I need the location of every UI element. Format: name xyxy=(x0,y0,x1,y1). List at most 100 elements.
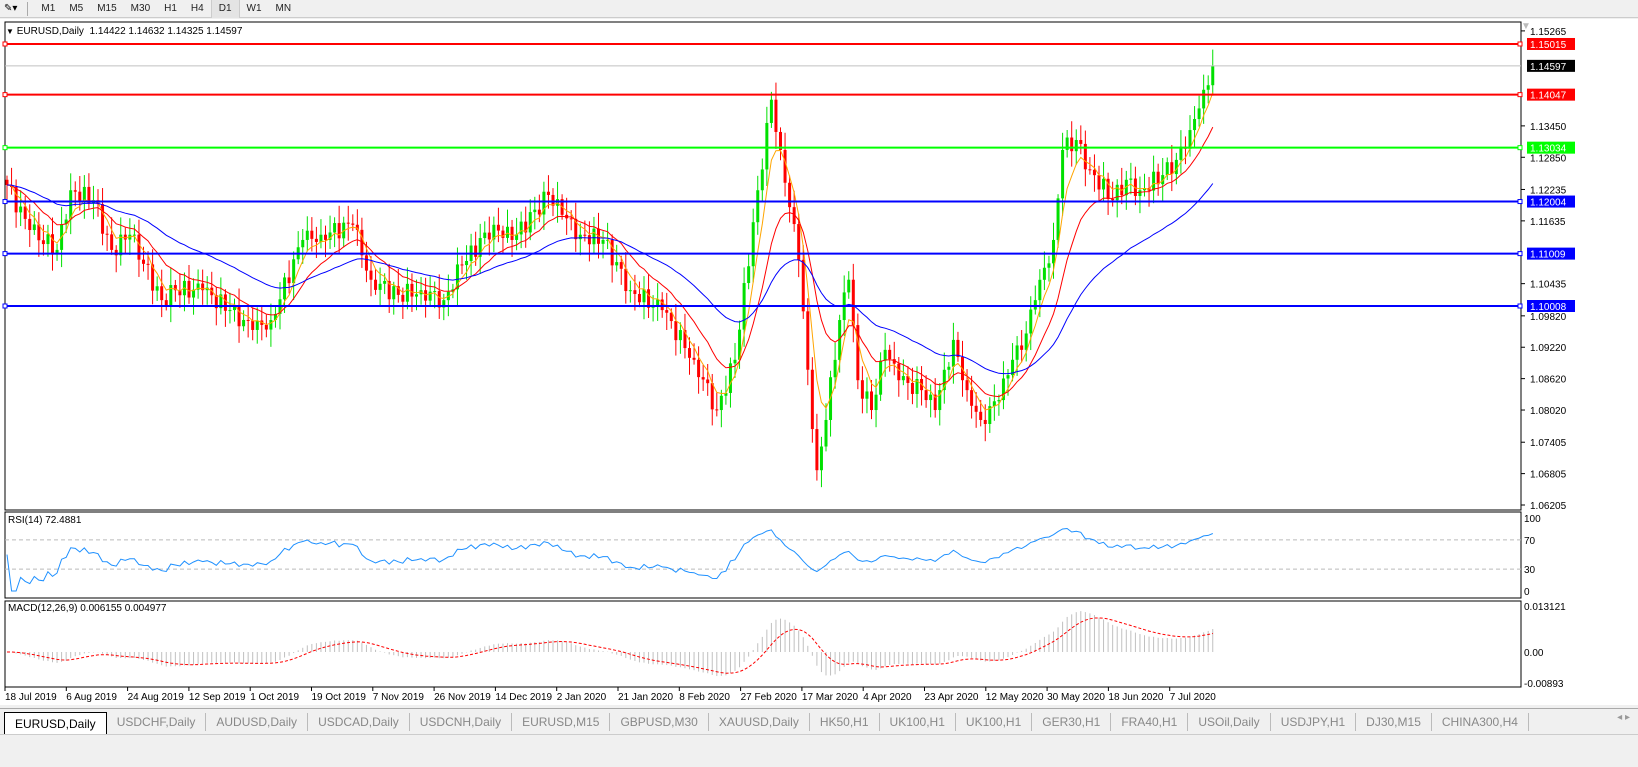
date-label: 8 Feb 2020 xyxy=(679,692,730,703)
chart-tab[interactable]: EURUSD,Daily xyxy=(4,711,107,735)
candle-body xyxy=(483,232,487,239)
candle xyxy=(1165,157,1169,181)
level-price-badge xyxy=(1527,141,1575,154)
candle-body xyxy=(774,99,778,132)
chart-tab[interactable]: XAUUSD,Daily xyxy=(709,712,810,731)
chart-window[interactable]: ▼ 1.15265 1.13450 1.12850 1.12235 1.11635 1.10… xyxy=(0,19,1638,705)
chart-tab[interactable]: USDCHF,Daily xyxy=(107,712,207,731)
level-price-badge xyxy=(1527,195,1575,208)
candle xyxy=(715,392,719,417)
candle xyxy=(587,221,591,262)
candle-body xyxy=(173,285,177,291)
candle xyxy=(492,216,496,253)
chart-tab[interactable]: USOil,Daily xyxy=(1188,712,1271,731)
candle-body xyxy=(738,329,742,360)
chart-tab[interactable]: EURUSD,M15 xyxy=(512,712,611,731)
candle xyxy=(1129,162,1133,195)
candle xyxy=(1047,255,1051,282)
candle-body xyxy=(1129,178,1133,180)
candle-body xyxy=(55,249,59,255)
collapse-arrow-icon[interactable]: ▼ xyxy=(6,27,14,36)
chart-tab[interactable]: CHINA300,H4 xyxy=(1432,712,1529,731)
candle-body xyxy=(273,313,277,321)
ma-slow-line xyxy=(6,183,1214,375)
candle xyxy=(701,364,705,391)
candle xyxy=(301,228,305,264)
level-handle xyxy=(1517,251,1523,257)
candle-body xyxy=(496,224,500,231)
candle-body xyxy=(583,234,587,236)
candle xyxy=(424,277,428,318)
chart-tab[interactable]: USDJPY,H1 xyxy=(1271,712,1357,731)
candle-body xyxy=(642,289,646,303)
candle xyxy=(910,367,914,405)
timeframe-mn[interactable]: MN xyxy=(275,2,292,14)
date-label: 18 Jun 2020 xyxy=(1108,692,1163,703)
timeframe-h4[interactable]: H4 xyxy=(190,2,204,14)
candle-body xyxy=(233,305,236,311)
date-label: 4 Apr 2020 xyxy=(863,692,912,703)
candle xyxy=(733,342,737,378)
level-price-label: 1.15015 xyxy=(1530,40,1567,51)
candle-body xyxy=(219,294,223,309)
chart-tab[interactable]: GBPUSD,M30 xyxy=(610,712,709,731)
candle xyxy=(956,331,960,362)
candle-body xyxy=(874,394,878,411)
candle-body xyxy=(169,285,173,306)
candle-body xyxy=(82,186,86,202)
candle-body xyxy=(970,390,974,406)
timeframe-w1[interactable]: W1 xyxy=(246,2,262,14)
candle xyxy=(360,217,364,268)
candle xyxy=(82,175,86,219)
candle-body xyxy=(942,369,946,391)
chart-tab[interactable]: AUDUSD,Daily xyxy=(206,712,309,731)
draw-tools-icon[interactable]: ✎▾ xyxy=(4,3,18,14)
candle xyxy=(32,211,36,235)
candle-body xyxy=(574,218,578,240)
candle-body xyxy=(924,390,928,401)
timeframe-m30[interactable]: M30 xyxy=(130,2,151,14)
candle xyxy=(242,310,246,332)
chart-tab[interactable]: UK100,H1 xyxy=(880,712,956,731)
candle xyxy=(319,219,323,249)
chart-tab[interactable]: UK100,H1 xyxy=(956,712,1033,731)
timeframe-m1[interactable]: M1 xyxy=(41,2,56,14)
timeframe-m5[interactable]: M5 xyxy=(69,2,84,14)
candle-body xyxy=(760,169,764,191)
chart-tab[interactable]: GER30,H1 xyxy=(1032,712,1112,731)
candle-body xyxy=(992,401,996,407)
candle-body xyxy=(178,290,182,296)
candle-body xyxy=(78,191,82,202)
candle xyxy=(683,313,687,359)
chart-tab[interactable]: DJ30,M15 xyxy=(1356,712,1432,731)
candle-body xyxy=(492,224,496,240)
timeframe-m15[interactable]: M15 xyxy=(97,2,117,14)
timeframe-h1[interactable]: H1 xyxy=(164,2,177,14)
candle-body xyxy=(1156,171,1160,185)
candle xyxy=(1133,166,1137,206)
tab-scroll-arrows-icon[interactable]: ◂ ▸ xyxy=(1617,712,1630,723)
candle-body xyxy=(610,239,614,266)
chart-tab[interactable]: USDCAD,Daily xyxy=(308,712,410,731)
chart-tab[interactable]: FRA40,H1 xyxy=(1111,712,1189,731)
candle xyxy=(974,392,978,428)
candle xyxy=(105,225,109,251)
shift-marker-icon: ▼ xyxy=(1521,21,1531,32)
candle-body xyxy=(437,291,441,308)
candle-body xyxy=(910,382,914,394)
ma-fast-line xyxy=(6,92,1214,411)
candle xyxy=(10,167,14,195)
candle-body xyxy=(815,429,819,471)
candle xyxy=(619,255,623,285)
candle xyxy=(606,222,610,250)
candle-body xyxy=(660,299,664,311)
timeframe-d1[interactable]: D1 xyxy=(210,0,240,18)
chart-canvas[interactable]: ▼1.152651.134501.128501.122351.116351.10… xyxy=(0,19,1638,705)
candle xyxy=(892,341,896,376)
chart-tab[interactable]: USDCNH,Daily xyxy=(410,712,513,731)
candle xyxy=(806,298,810,386)
chart-tab[interactable]: HK50,H1 xyxy=(810,712,880,731)
candle xyxy=(51,217,54,271)
level-handle xyxy=(1517,199,1523,205)
candle-body xyxy=(501,230,505,238)
